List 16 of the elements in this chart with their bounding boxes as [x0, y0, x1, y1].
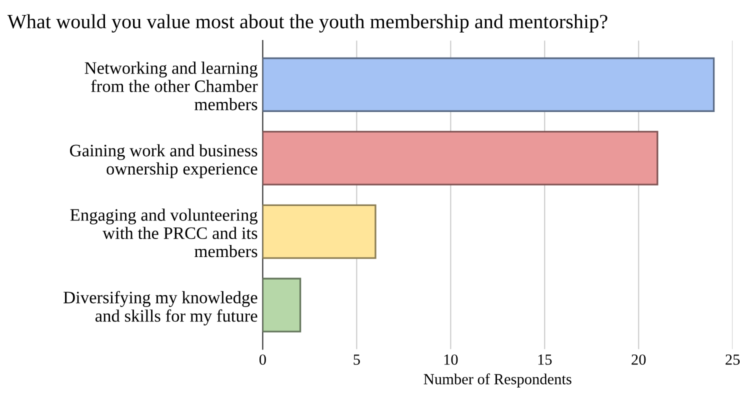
y-tick-label: Gaining work and business ownership experience — [70, 144, 258, 178]
y-tick-label: Networking and learning from the other Chamber members — [84, 62, 258, 110]
x-tick-label: 20 — [632, 354, 646, 365]
x-tick-label: 10 — [444, 354, 458, 365]
bar — [262, 204, 376, 259]
x-tick-label: 0 — [259, 354, 266, 365]
bar — [262, 130, 658, 186]
bar — [262, 57, 715, 112]
x-tick-label: 15 — [538, 354, 552, 365]
y-tick-label: Engaging and volunteering with the PRCC and its members — [70, 208, 258, 258]
x-axis-title: Number of Respondents — [424, 373, 572, 388]
chart-title: What would you value most about the youth membership and mentorship? — [7, 14, 608, 33]
y-tick-label: Diversifying my knowledge and skills for my future — [64, 290, 258, 326]
x-tick-label: 5 — [354, 354, 360, 365]
x-tick-label: 25 — [726, 354, 740, 365]
bar — [262, 278, 302, 332]
